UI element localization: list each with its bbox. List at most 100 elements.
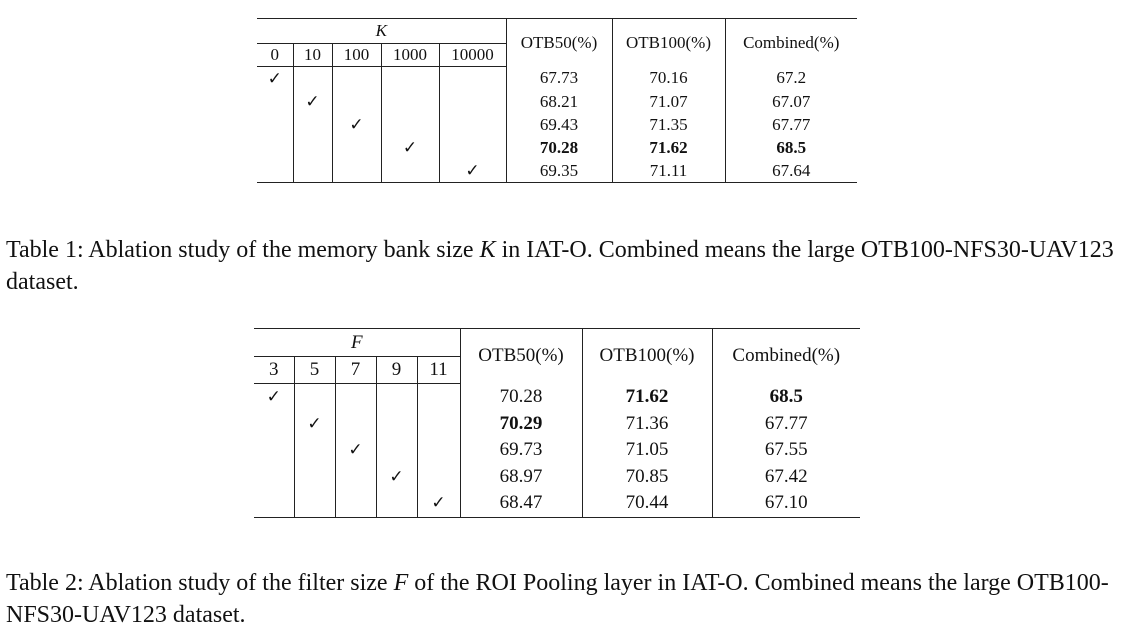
table-caption-1: Table 1: Ablation study of the memory ba… <box>6 234 1136 298</box>
table-row: ✓ 70.28 71.62 68.5 <box>257 136 857 159</box>
empty-cell <box>438 90 506 113</box>
param-value: 10 <box>292 43 332 67</box>
checkmark: ✓ <box>334 437 376 464</box>
caption-text: Ablation study of the filter size <box>83 570 394 596</box>
best-value: 70.28 <box>539 137 579 157</box>
param-value: 10000 <box>438 43 506 67</box>
otb100-value: 71.05 <box>581 437 712 464</box>
table-row: ✓ 69.73 71.05 67.55 <box>254 437 860 464</box>
empty-cell <box>293 437 335 464</box>
checkmark: ✓ <box>266 387 281 407</box>
combined-value: 67.64 <box>724 159 857 183</box>
empty-cell <box>292 113 332 136</box>
checkmark: ✓ <box>375 463 417 490</box>
checkmark: ✓ <box>331 113 381 136</box>
checkmark: ✓ <box>293 410 335 437</box>
best-value: 68.5 <box>776 137 807 157</box>
empty-cell <box>416 410 460 437</box>
best-value: 70.29 <box>499 412 543 434</box>
empty-cell <box>293 463 335 490</box>
caption-label: Table 2: <box>6 570 84 596</box>
param-value: 1000 <box>380 43 439 67</box>
param-symbol: K <box>257 18 506 44</box>
table-row: ✓ 69.35 71.11 67.64 <box>257 159 857 183</box>
empty-cell <box>380 159 439 183</box>
otb100-value: 70.44 <box>581 490 712 518</box>
param-value: 7 <box>334 356 376 384</box>
empty-cell <box>257 136 293 159</box>
param-value: 3 <box>254 356 294 384</box>
otb50-value: 68.21 <box>505 90 612 113</box>
empty-cell <box>334 490 376 518</box>
ablation-table-k: K OTB50(%) OTB100(%) Combined(%) 0 10 10… <box>257 18 857 183</box>
combined-value: 67.55 <box>711 437 860 464</box>
empty-cell <box>331 90 381 113</box>
otb100-value: 71.62 <box>611 136 725 159</box>
metric-header: OTB100(%) <box>581 328 712 384</box>
empty-cell <box>375 437 417 464</box>
empty-cell <box>438 136 506 159</box>
empty-cell <box>334 410 376 437</box>
empty-cell <box>254 464 294 491</box>
empty-cell <box>375 490 417 518</box>
empty-cell <box>375 410 417 437</box>
otb50-value: 69.43 <box>505 113 612 136</box>
otb100-value: 70.16 <box>611 66 725 90</box>
empty-cell <box>380 90 439 113</box>
empty-cell <box>292 66 332 90</box>
caption-text: in IAT-O. Combined means the large OTB10… <box>6 237 1114 295</box>
table-header-row: K OTB50(%) OTB100(%) Combined(%) <box>257 18 857 67</box>
metric-header: OTB100(%) <box>611 18 725 67</box>
caption-symbol: K <box>479 237 496 263</box>
empty-cell <box>331 66 381 90</box>
empty-cell <box>334 383 376 411</box>
checkmark: ✓ <box>380 136 439 159</box>
combined-value: 67.42 <box>711 463 860 490</box>
combined-value: 68.5 <box>724 136 857 159</box>
combined-value: 68.5 <box>711 383 860 411</box>
param-value: 5 <box>293 356 335 384</box>
empty-cell <box>438 66 506 90</box>
otb50-value: 70.28 <box>459 383 582 411</box>
empty-cell <box>331 136 381 159</box>
checkmark: ✓ <box>292 90 332 113</box>
table-header-row: F OTB50(%) OTB100(%) Combined(%) <box>254 328 860 384</box>
otb50-value: 67.73 <box>505 66 612 90</box>
table-row: ✓ 68.47 70.44 67.10 <box>254 490 860 518</box>
combined-value: 67.10 <box>711 490 860 518</box>
otb50-value: 69.73 <box>459 437 582 464</box>
ablation-table-f: F OTB50(%) OTB100(%) Combined(%) 3 5 7 9… <box>254 328 860 518</box>
empty-cell <box>257 159 293 183</box>
table-row: ✓ 67.73 70.16 67.2 <box>257 66 857 90</box>
empty-cell <box>257 90 293 113</box>
empty-cell <box>292 159 332 183</box>
empty-cell <box>254 411 294 438</box>
otb50-value: 68.97 <box>459 463 582 490</box>
table-row: ✓ 68.97 70.85 67.42 <box>254 463 860 491</box>
empty-cell <box>438 113 506 136</box>
table-row: ✓ 69.43 71.35 67.77 <box>257 113 857 136</box>
best-value: 68.5 <box>769 386 803 407</box>
table-row: ✓ 68.21 71.07 67.07 <box>257 90 857 113</box>
param-values-row: 0 10 100 1000 10000 <box>257 43 857 67</box>
combined-value: 67.77 <box>711 410 860 437</box>
metric-header: Combined(%) <box>724 18 857 67</box>
empty-cell <box>257 113 293 136</box>
otb50-value: 69.35 <box>505 159 612 183</box>
otb100-value: 71.11 <box>611 159 725 183</box>
otb100-value: 71.62 <box>581 383 712 411</box>
caption-text: of the ROI Pooling layer in IAT-O. Combi… <box>6 570 1109 628</box>
checkmark: ✓ <box>416 490 460 518</box>
metric-header: OTB50(%) <box>459 328 582 384</box>
empty-cell <box>254 437 294 464</box>
empty-cell <box>416 437 460 464</box>
table-row: ✓ 70.29 71.36 67.77 <box>254 410 860 438</box>
empty-cell <box>416 383 460 411</box>
combined-value: 67.2 <box>724 66 857 90</box>
empty-cell <box>293 490 335 518</box>
best-value: 71.62 <box>625 386 669 407</box>
checkmark: ✓ <box>438 159 506 183</box>
param-value: 11 <box>416 356 460 384</box>
otb50-value: 70.28 <box>505 136 612 159</box>
otb100-value: 71.07 <box>611 90 725 113</box>
